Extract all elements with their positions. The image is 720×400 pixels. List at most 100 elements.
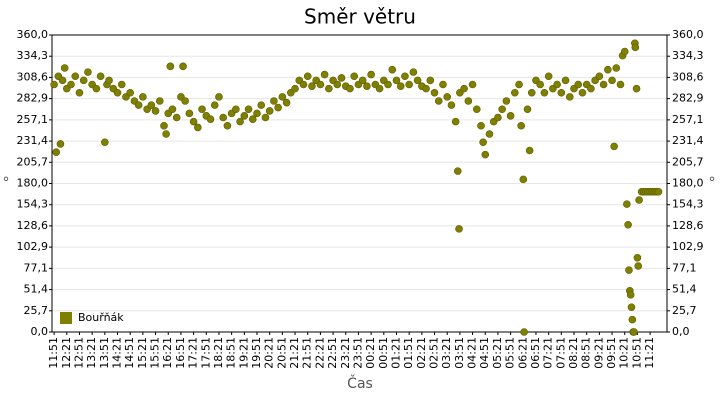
point [515,80,523,89]
x-tick-label: 00:21 [364,337,377,369]
point [333,80,342,89]
point [587,84,595,93]
point [553,80,561,89]
x-tick-label: 16:21 [161,337,174,369]
point [206,115,215,123]
point [257,101,266,109]
point [477,121,485,130]
point [194,123,202,132]
x-tick-label: 18:21 [212,337,225,369]
y-tick-label: 205,7 [17,155,49,168]
point [392,76,401,85]
point [105,76,113,85]
y-tick-label: 77,1 [24,261,49,274]
point [620,47,629,56]
point [396,82,405,90]
point [635,196,643,204]
point [430,88,439,97]
x-tick-label: 12:21 [60,337,73,369]
point [612,64,621,72]
point [198,105,206,114]
point [595,72,604,81]
y2-tick-label: 180,0 [672,177,704,190]
x-tick-label: 07:21 [542,337,555,369]
x-tick-label: 10:21 [618,337,631,369]
x-tick-label: 10:51 [630,337,643,369]
x-tick-label: 15:51 [149,337,162,369]
point [451,117,460,126]
point [409,68,418,76]
y2-tick-label: 308,6 [672,70,704,83]
x-tick-label: 08:51 [580,337,593,369]
point [232,105,240,114]
x-tick-label: 17:51 [199,337,212,369]
y-tick-label: 231,4 [17,134,49,147]
x-tick-label: 14:51 [123,337,136,369]
point [565,93,574,101]
point [401,72,409,81]
x-tick-label: 18:51 [225,337,238,369]
y-tick-label: 102,9 [17,240,49,253]
point [215,93,223,101]
point [67,80,75,89]
point [160,121,168,130]
point [464,97,473,105]
point [71,72,80,81]
point [523,105,532,114]
point [189,117,198,126]
x-tick-label: 21:51 [301,337,314,369]
point [210,101,219,109]
point [426,76,435,85]
point [265,107,274,115]
point [172,113,181,122]
point [625,266,633,274]
x-tick-label: 08:21 [567,337,580,369]
point [453,167,462,175]
point [278,93,287,101]
point [236,117,244,126]
point [223,121,232,130]
point [627,303,636,312]
point [303,72,312,81]
x-tick-label: 13:51 [98,337,111,369]
point [623,200,631,208]
point [384,80,392,89]
point [610,142,618,151]
x-tick-label: 04:51 [478,337,491,369]
point [346,84,354,93]
x-tick-label: 06:21 [516,337,529,369]
x-tick-label: 23:21 [339,337,352,369]
x-tick-label: 17:21 [187,337,200,369]
point [455,225,463,233]
point [52,148,61,156]
x-tick-label: 01:51 [402,337,415,369]
x-tick-label: 03:51 [453,337,466,369]
point [413,76,422,85]
point [439,80,447,89]
x-tick-label: 20:51 [275,337,288,369]
point [316,80,325,89]
x-tick-label: 12:51 [72,337,85,369]
point [525,146,534,155]
y-tick-label: 0,0 [31,325,49,338]
x-tick-label: 11:21 [643,337,656,369]
point [502,97,511,105]
point [240,112,249,120]
y-tick-label: 308,6 [17,70,49,83]
point [624,220,632,229]
point [520,328,528,336]
point [388,65,397,74]
point [181,97,189,105]
point [481,150,490,159]
point [460,84,468,93]
y-tick-label: 360,0 [17,28,49,41]
point [358,76,367,85]
point [261,113,270,122]
point [219,113,227,122]
point [506,112,515,120]
y2-tick-label: 25,7 [672,304,697,317]
point [92,84,101,93]
y2-tick-label: 282,9 [672,92,704,105]
x-tick-label: 01:21 [389,337,402,369]
